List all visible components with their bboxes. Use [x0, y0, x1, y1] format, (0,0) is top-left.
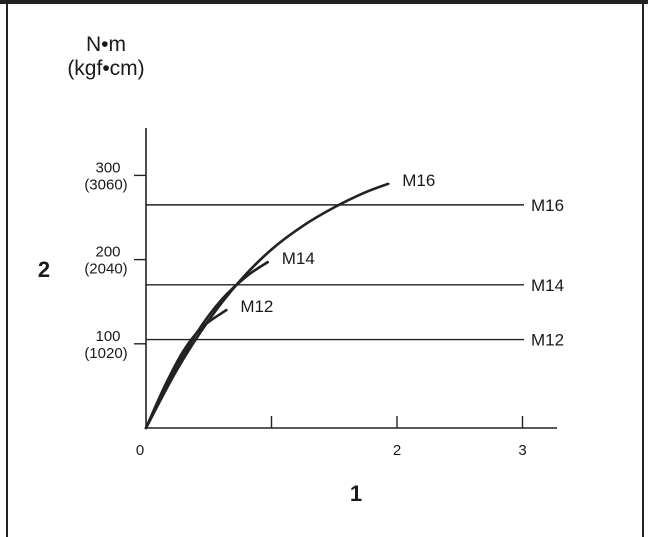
y-tick-label: 100 [95, 328, 120, 345]
curve-m14 [144, 260, 270, 430]
ticks-group: 0 2 3 100(1020) 200(2040) 300(3060) [84, 159, 526, 459]
x-tick-label: 2 [393, 442, 401, 459]
x-axis-marker: 1 [350, 481, 362, 506]
y-tick-sublabel: (1020) [84, 345, 127, 362]
y-tick-sublabel: (3060) [84, 176, 127, 193]
x-tick-label: 0 [136, 442, 144, 459]
reference-lines-group: M16 M14 M12 [146, 196, 564, 350]
reference-line-label: M12 [531, 331, 564, 350]
y-tick-label: 200 [95, 244, 120, 261]
curve-label: M12 [240, 297, 273, 316]
curve-label: M16 [402, 171, 435, 190]
curve-label: M14 [282, 249, 315, 268]
y-tick-label: 300 [95, 159, 120, 176]
reference-line-label: M14 [531, 276, 564, 295]
curves-group: M16 M14 M12 [144, 171, 435, 430]
y-axis-marker: 2 [38, 257, 50, 282]
y-unit-label-kgfcm: (kgf•cm) [67, 57, 144, 80]
y-tick-sublabel: (2040) [84, 261, 127, 278]
curve-m16 [144, 182, 390, 430]
curve-m12 [144, 308, 228, 430]
y-unit-label-nm: N•m [86, 33, 126, 56]
x-tick-label: 3 [518, 442, 526, 459]
reference-line-label: M16 [531, 196, 564, 215]
axes-group [145, 128, 557, 429]
